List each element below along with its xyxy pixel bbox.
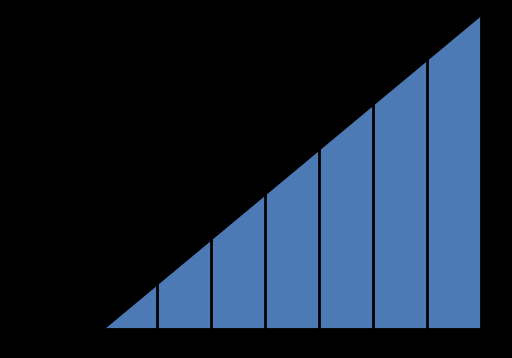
Polygon shape bbox=[102, 14, 481, 329]
